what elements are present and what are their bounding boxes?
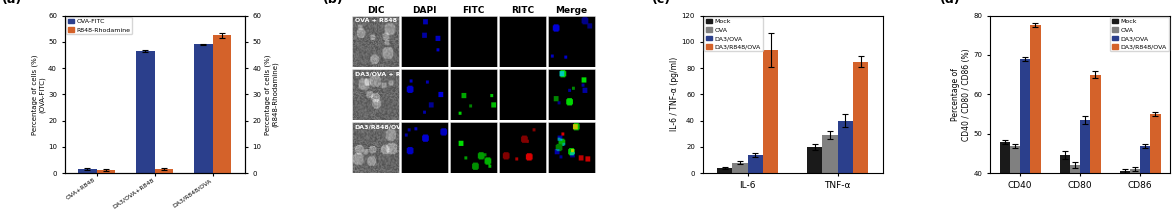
Bar (213, 35, 232, 173)
Title: RITC: RITC (512, 6, 534, 15)
Bar (154, 169, 173, 173)
Bar (807, 147, 822, 173)
Bar (96, 170, 115, 173)
Y-axis label: IL-6 / TNF-α (pg/ml): IL-6 / TNF-α (pg/ml) (670, 57, 679, 131)
Bar (1130, 169, 1141, 222)
Text: DA3/R848/OVA: DA3/R848/OVA (354, 125, 406, 130)
Bar (1060, 155, 1070, 222)
Bar (194, 44, 213, 173)
Bar (1021, 59, 1030, 222)
Bar (78, 169, 96, 173)
Text: DA3/OVA + R848: DA3/OVA + R848 (354, 71, 413, 76)
Text: OVA + R848: OVA + R848 (354, 18, 396, 23)
Bar (733, 163, 748, 173)
Text: (d): (d) (940, 0, 961, 6)
Title: FITC: FITC (462, 6, 485, 15)
Bar (136, 51, 154, 173)
Bar (763, 50, 779, 173)
Y-axis label: Percentage of cells (%)
(R848-Rhodamine): Percentage of cells (%) (R848-Rhodamine) (263, 54, 278, 135)
Bar (1010, 146, 1021, 222)
Y-axis label: Percentage of cells (%)
(OVA-FITC): Percentage of cells (%) (OVA-FITC) (32, 54, 45, 135)
Title: DIC: DIC (367, 6, 385, 15)
Bar (853, 61, 868, 173)
Legend: Mock, OVA, DA3/OVA, DA3/R848/OVA: Mock, OVA, DA3/OVA, DA3/R848/OVA (704, 17, 763, 52)
Legend: Mock, OVA, DA3/OVA, DA3/R848/OVA: Mock, OVA, DA3/OVA, DA3/R848/OVA (1110, 17, 1169, 52)
Bar (1070, 165, 1081, 222)
Legend: OVA-FITC, R848-Rhodamine: OVA-FITC, R848-Rhodamine (66, 17, 133, 34)
Bar (1141, 146, 1150, 222)
Title: DAPI: DAPI (413, 6, 437, 15)
Text: (b): (b) (323, 0, 343, 6)
Bar (837, 121, 853, 173)
Bar (1081, 120, 1090, 222)
Bar (1000, 142, 1010, 222)
Bar (1030, 25, 1041, 222)
Bar (822, 135, 837, 173)
Bar (1090, 75, 1101, 222)
Bar (748, 155, 763, 173)
Bar (1150, 114, 1161, 222)
Text: (a): (a) (1, 0, 22, 6)
Text: (c): (c) (653, 0, 671, 6)
Title: Merge: Merge (555, 6, 588, 15)
Y-axis label: Percentage of
CD40 / CD80 / CD86 (%): Percentage of CD40 / CD80 / CD86 (%) (951, 48, 971, 141)
Bar (1120, 171, 1130, 222)
Bar (717, 168, 733, 173)
